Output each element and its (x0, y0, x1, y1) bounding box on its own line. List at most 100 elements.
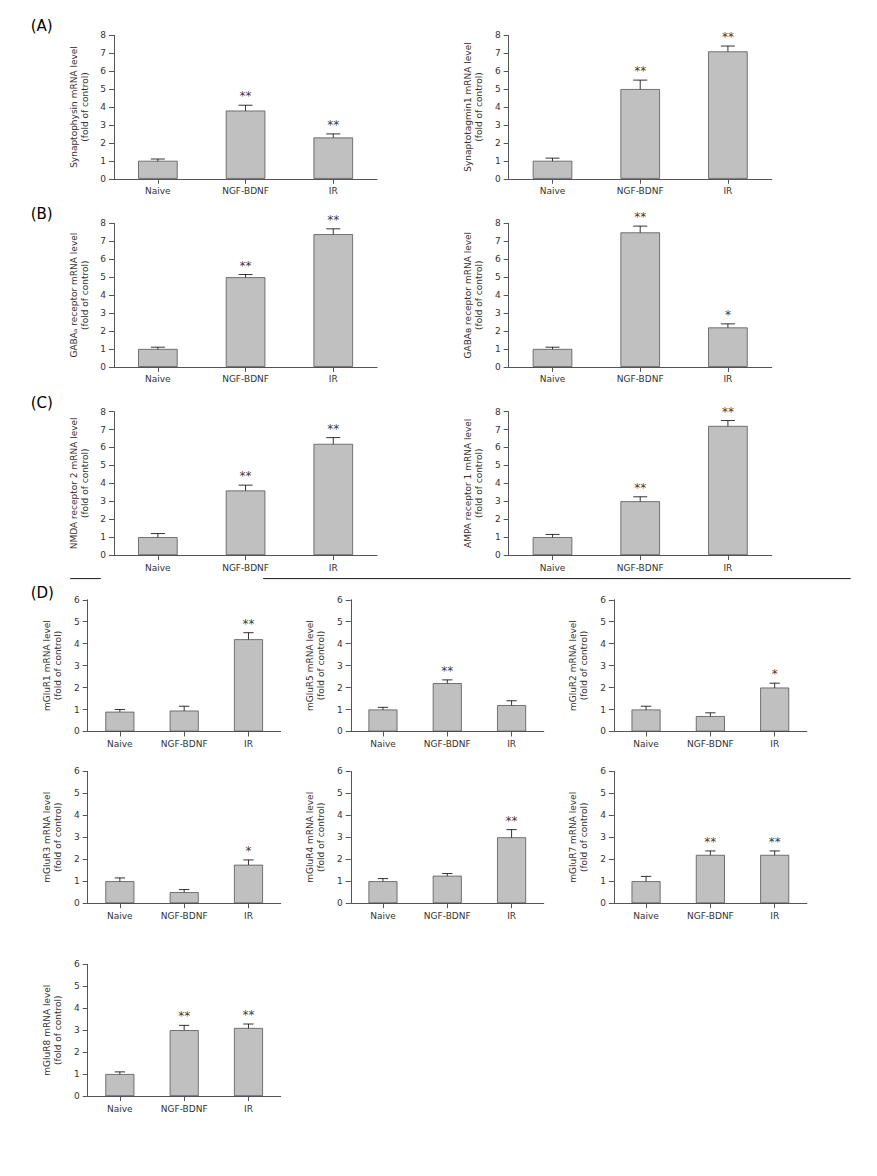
svg-text:4: 4 (337, 810, 343, 820)
svg-text:3: 3 (100, 120, 106, 130)
svg-text:0: 0 (495, 362, 501, 372)
svg-text:8: 8 (495, 407, 501, 417)
svg-text:0: 0 (74, 898, 80, 908)
svg-text:NMDA receptor 2 mRNA level: NMDA receptor 2 mRNA level (69, 417, 79, 549)
svg-text:mGluR7 mRNA level: mGluR7 mRNA level (568, 792, 578, 883)
svg-text:AMPA receptor 1 mRNA level: AMPA receptor 1 mRNA level (463, 419, 473, 548)
svg-text:1: 1 (74, 705, 80, 715)
svg-text:5: 5 (74, 617, 80, 627)
svg-text:1: 1 (495, 156, 501, 166)
svg-text:**: ** (242, 1008, 254, 1022)
svg-text:4: 4 (74, 639, 80, 649)
svg-text:**: ** (178, 1009, 190, 1023)
svg-text:NGF-BDNF: NGF-BDNF (617, 563, 664, 573)
svg-text:IR: IR (723, 186, 732, 196)
svg-text:5: 5 (100, 84, 106, 94)
svg-text:0: 0 (74, 1091, 80, 1101)
svg-text:2: 2 (495, 326, 501, 336)
svg-text:1: 1 (100, 532, 106, 542)
svg-text:6: 6 (74, 766, 80, 776)
svg-text:IR: IR (507, 739, 516, 749)
svg-text:0: 0 (100, 362, 106, 372)
svg-text:**: ** (327, 422, 339, 436)
svg-text:2: 2 (74, 683, 80, 693)
svg-text:IR: IR (244, 739, 253, 749)
svg-text:NGF-BDNF: NGF-BDNF (687, 911, 734, 921)
svg-text:1: 1 (495, 344, 501, 354)
svg-text:NGF-BDNF: NGF-BDNF (222, 563, 269, 573)
svg-text:GABAʙ receptor mRNA level: GABAʙ receptor mRNA level (463, 232, 473, 359)
svg-text:5: 5 (495, 84, 501, 94)
svg-text:8: 8 (495, 218, 501, 228)
svg-text:3: 3 (100, 308, 106, 318)
svg-text:4: 4 (74, 810, 80, 820)
svg-text:0: 0 (600, 726, 606, 736)
svg-text:*: * (772, 667, 778, 681)
svg-text:Naive: Naive (145, 186, 171, 196)
svg-text:mGluR4 mRNA level: mGluR4 mRNA level (305, 792, 315, 883)
svg-text:(fold of control): (fold of control) (579, 803, 589, 873)
svg-text:GABAₐ receptor mRNA level: GABAₐ receptor mRNA level (69, 233, 79, 358)
svg-text:NGF-BDNF: NGF-BDNF (222, 374, 269, 384)
svg-text:Naive: Naive (540, 186, 566, 196)
svg-text:8: 8 (100, 218, 106, 228)
svg-text:7: 7 (100, 236, 106, 246)
svg-text:(fold of control): (fold of control) (80, 260, 90, 330)
svg-text:7: 7 (100, 48, 106, 58)
svg-text:1: 1 (100, 344, 106, 354)
svg-text:4: 4 (74, 1003, 80, 1013)
svg-text:(fold of control): (fold of control) (316, 631, 326, 701)
svg-text:5: 5 (495, 460, 501, 470)
svg-text:Synaptophysin mRNA level: Synaptophysin mRNA level (69, 46, 79, 168)
svg-text:IR: IR (723, 563, 732, 573)
svg-text:mGluR3 mRNA level: mGluR3 mRNA level (42, 792, 52, 883)
svg-text:(A): (A) (31, 17, 53, 35)
svg-text:5: 5 (74, 981, 80, 991)
svg-text:5: 5 (600, 788, 606, 798)
svg-text:**: ** (634, 64, 646, 78)
svg-text:0: 0 (600, 898, 606, 908)
svg-text:2: 2 (495, 138, 501, 148)
svg-text:(fold of control): (fold of control) (80, 449, 90, 519)
svg-text:IR: IR (507, 911, 516, 921)
svg-text:2: 2 (600, 854, 606, 864)
svg-text:2: 2 (337, 683, 343, 693)
svg-text:1: 1 (600, 876, 606, 886)
svg-text:**: ** (769, 835, 781, 849)
svg-text:Naive: Naive (633, 911, 659, 921)
svg-text:7: 7 (495, 425, 501, 435)
svg-text:5: 5 (337, 617, 343, 627)
svg-text:4: 4 (100, 478, 106, 488)
svg-text:4: 4 (600, 810, 606, 820)
svg-text:Synaptotagmin1 mRNA level: Synaptotagmin1 mRNA level (463, 42, 473, 172)
svg-text:5: 5 (337, 788, 343, 798)
svg-text:**: ** (634, 481, 646, 495)
svg-text:6: 6 (337, 595, 343, 605)
svg-text:1: 1 (74, 1069, 80, 1079)
svg-text:3: 3 (100, 496, 106, 506)
svg-text:*: * (725, 308, 731, 322)
svg-text:3: 3 (337, 832, 343, 842)
svg-text:6: 6 (600, 595, 606, 605)
svg-text:0: 0 (100, 174, 106, 184)
svg-text:6: 6 (100, 442, 106, 452)
svg-text:3: 3 (600, 832, 606, 842)
svg-text:*: * (245, 844, 251, 858)
svg-text:6: 6 (600, 766, 606, 776)
svg-text:7: 7 (495, 236, 501, 246)
svg-text:2: 2 (337, 854, 343, 864)
svg-text:2: 2 (600, 683, 606, 693)
svg-text:**: ** (240, 89, 252, 103)
svg-text:Naive: Naive (107, 739, 133, 749)
svg-text:8: 8 (100, 407, 106, 417)
svg-text:(fold of control): (fold of control) (474, 260, 484, 330)
svg-text:NGF-BDNF: NGF-BDNF (161, 739, 208, 749)
svg-text:2: 2 (74, 854, 80, 864)
svg-text:6: 6 (495, 442, 501, 452)
svg-text:6: 6 (495, 66, 501, 76)
svg-text:**: ** (242, 617, 254, 631)
svg-text:3: 3 (337, 661, 343, 671)
svg-text:IR: IR (770, 739, 779, 749)
svg-text:3: 3 (495, 496, 501, 506)
svg-text:IR: IR (770, 911, 779, 921)
